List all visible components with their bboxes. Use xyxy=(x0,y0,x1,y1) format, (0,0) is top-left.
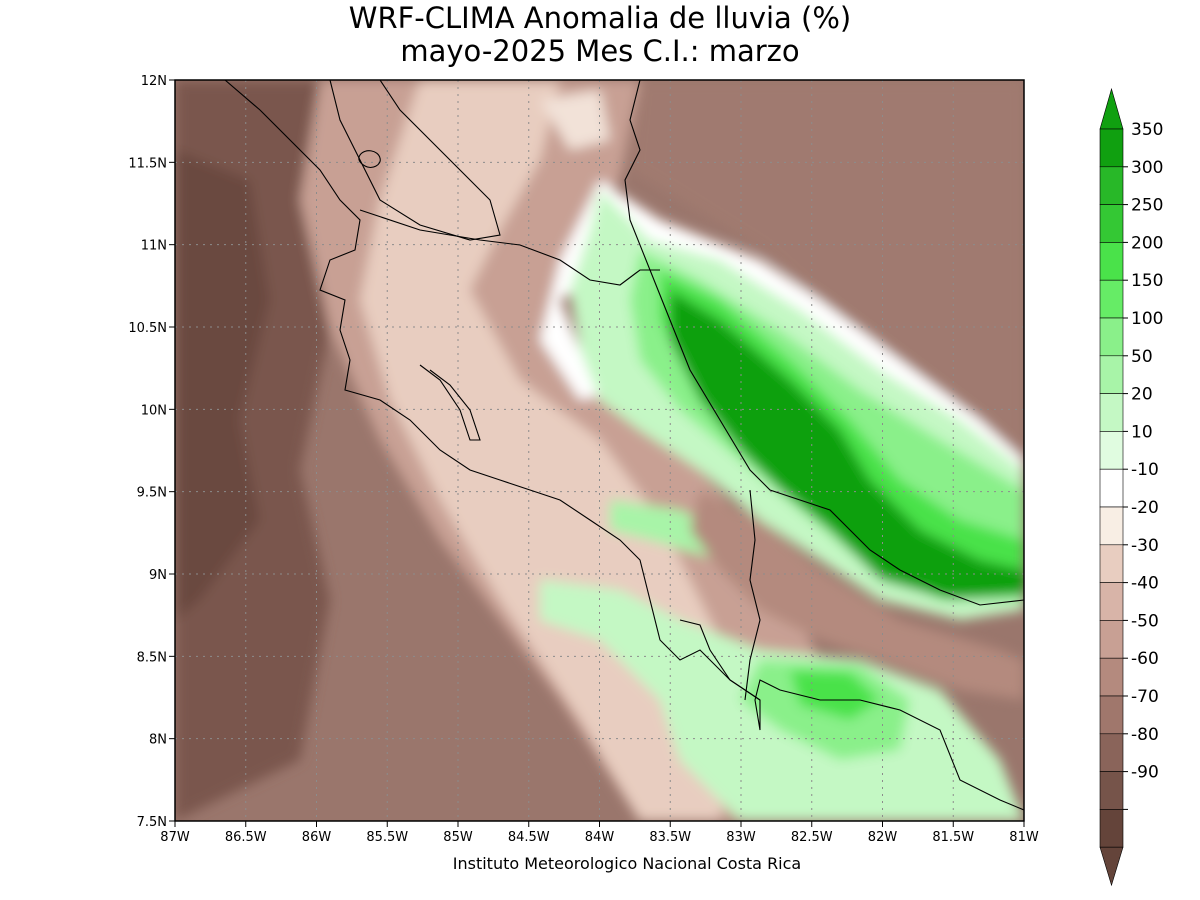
field-south-wet-strong xyxy=(790,670,880,720)
y-tick-label: 8N xyxy=(149,733,167,748)
colorbar-label: 200 xyxy=(1131,233,1163,253)
colorbar-bin xyxy=(1099,317,1124,357)
colorbar-bin xyxy=(1099,204,1124,243)
colorbar-bin xyxy=(1099,279,1124,319)
colorbar-label: -90 xyxy=(1131,763,1159,783)
y-tick-label: 11N xyxy=(141,239,167,254)
osa-peninsula xyxy=(679,619,761,701)
field-wet-core xyxy=(670,290,1024,600)
pacific-coast xyxy=(224,80,1024,811)
x-tick-label: 83W xyxy=(726,830,756,845)
x-tick-label: 82W xyxy=(868,830,898,845)
lake-ometepe xyxy=(358,150,381,168)
colorbar-label: -40 xyxy=(1131,574,1159,594)
y-tick-label: 10N xyxy=(141,403,167,418)
colorbar-label: 20 xyxy=(1131,385,1153,405)
colorbar-bin xyxy=(1099,506,1124,546)
field-north-patch xyxy=(540,90,610,150)
nicoya-gulf xyxy=(419,364,481,441)
colorbar-bin xyxy=(1099,733,1124,772)
x-axis: 87W 86.5W 86W 85.5W 85W 84.5W 84W 83.5W 83W 82.5W… xyxy=(160,821,1039,845)
x-tick-label: 87W xyxy=(160,830,190,845)
map-title: WRF-CLIMA Anomalia de lluvia (%) mayo-20… xyxy=(175,2,1025,68)
colorbar-label: 150 xyxy=(1131,271,1163,291)
colorbar-bin xyxy=(1099,544,1124,583)
x-tick-label: 84.5W xyxy=(508,830,550,845)
colorbar-label: 100 xyxy=(1131,309,1163,329)
y-tick-label: 10.5N xyxy=(128,321,167,336)
colorbar-bin xyxy=(1099,166,1124,205)
y-tick-label: 7.5N xyxy=(137,815,167,830)
y-tick-label: 9N xyxy=(149,568,167,583)
caribbean-coast xyxy=(624,80,1024,606)
colorbar-label: -80 xyxy=(1131,725,1159,745)
y-tick-label: 8.5N xyxy=(137,650,167,665)
colorbar-bottom-arrow xyxy=(1099,846,1124,887)
colorbar-label: 350 xyxy=(1131,120,1163,140)
colorbar-bin xyxy=(1099,128,1124,168)
title-line-1: WRF-CLIMA Anomalia de lluvia (%) xyxy=(348,1,852,35)
x-tick-label: 86W xyxy=(302,830,332,845)
colorbar-bin xyxy=(1099,809,1124,848)
field-dry-lobe xyxy=(690,490,1024,700)
colorbar-bin xyxy=(1099,468,1124,508)
x-tick-label: 82.5W xyxy=(791,830,833,845)
colorbar-top-arrow xyxy=(1099,87,1124,130)
colorbar-label: -60 xyxy=(1131,649,1159,669)
y-tick-label: 12N xyxy=(141,74,167,89)
title-line-2: mayo-2025 Mes C.I.: marzo xyxy=(400,34,800,68)
colorbar-bin xyxy=(1099,242,1124,281)
colorbar-label: 300 xyxy=(1131,158,1163,178)
colorbar-bin xyxy=(1099,431,1124,470)
colorbar-bin xyxy=(1099,582,1124,621)
colorbar-label: -30 xyxy=(1131,536,1159,556)
colorbar-bin xyxy=(1099,393,1124,432)
lake-nicaragua-shore xyxy=(329,80,501,241)
colorbar: 350 300 250 200 150 100 50 20 10 -10 -20 -30 -40 -50 -… xyxy=(1099,87,1163,887)
colorbar-label: 50 xyxy=(1131,347,1153,367)
x-tick-label: 85.5W xyxy=(366,830,408,845)
colorbar-label: -70 xyxy=(1131,687,1159,707)
colorbar-bin xyxy=(1099,657,1124,697)
y-tick-label: 9.5N xyxy=(137,486,167,501)
colorbar-label: -10 xyxy=(1131,460,1159,480)
colorbar-label: -50 xyxy=(1131,611,1159,631)
colorbar-bin xyxy=(1099,695,1124,735)
y-tick-label: 11.5N xyxy=(128,156,167,171)
colorbar-label: -20 xyxy=(1131,498,1159,518)
x-tick-label: 81W xyxy=(1009,830,1039,845)
x-tick-label: 81.5W xyxy=(932,830,974,845)
x-tick-label: 86.5W xyxy=(225,830,267,845)
colorbar-bin xyxy=(1099,620,1124,659)
colorbar-label: 10 xyxy=(1131,422,1153,442)
field-very-dry-west xyxy=(175,150,270,620)
colorbar-bin xyxy=(1099,355,1124,394)
x-tick-label: 85W xyxy=(443,830,473,845)
credit-text: Instituto Meteorologico Nacional Costa R… xyxy=(453,854,801,873)
panama-border xyxy=(744,489,761,701)
y-axis: 12N 11.5N 11N 10.5N 10N 9.5N 9N 8.5N 8N 7.5N xyxy=(128,74,175,830)
colorbar-bin xyxy=(1099,771,1124,810)
x-tick-label: 84W xyxy=(585,830,615,845)
san-juan-river-border xyxy=(359,209,660,286)
anomaly-field xyxy=(175,80,1024,821)
coastlines xyxy=(224,80,1024,811)
x-tick-label: 83.5W xyxy=(649,830,691,845)
colorbar-label: 250 xyxy=(1131,196,1163,216)
